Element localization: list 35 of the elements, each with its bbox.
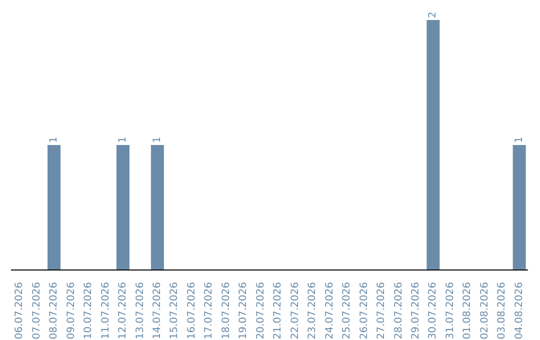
x-tick-label: 18.07.2026 <box>220 282 232 340</box>
x-tick-label: 12.07.2026 <box>118 282 129 340</box>
x-tick-label: 09.07.2026 <box>66 282 77 340</box>
x-tick-label: 14.07.2026 <box>152 282 163 340</box>
x-tick-label: 07.07.2026 <box>31 282 42 340</box>
x-tick-label: 15.07.2026 <box>169 282 180 340</box>
x-tick-label: 08.07.2026 <box>48 282 60 340</box>
x-tick-label: 25.07.2026 <box>342 282 353 340</box>
x-tick-label: 22.07.2026 <box>290 282 301 340</box>
x-tick-label: 19.07.2026 <box>238 282 250 340</box>
x-tick-label: 28.07.2026 <box>393 282 404 340</box>
x-tick-label: 04.08.2026 <box>514 282 525 340</box>
x-tick-label: 02.08.2026 <box>479 282 490 340</box>
x-tick-label: 17.07.2026 <box>204 282 215 340</box>
x-tick-label: 16.07.2026 <box>186 282 198 340</box>
x-tick-label: 01.08.2026 <box>462 282 474 340</box>
x-tick-label: 26.07.2026 <box>358 282 370 340</box>
x-tick-label: 30.07.2026 <box>428 282 439 340</box>
x-tick-label: 13.07.2026 <box>134 282 146 340</box>
x-tick-label: 24.07.2026 <box>324 282 336 340</box>
x-tick-label: 20.07.2026 <box>255 282 266 340</box>
x-tick-label: 03.08.2026 <box>496 282 508 340</box>
data-label: 2 <box>428 12 439 18</box>
data-label: 1 <box>514 136 525 143</box>
x-tick-label: 11.07.2026 <box>100 282 112 340</box>
x-tick-label: 27.07.2026 <box>376 282 388 340</box>
x-tick-label: 06.07.2026 <box>14 282 26 340</box>
x-tick-label: 10.07.2026 <box>83 282 94 340</box>
x-tick-label: 23.07.2026 <box>307 282 318 340</box>
data-label: 1 <box>48 136 60 143</box>
data-label: 1 <box>152 136 163 143</box>
x-tick-label: 29.07.2026 <box>410 282 422 340</box>
x-tick-label: 31.07.2026 <box>444 282 456 340</box>
x-tick-label: 21.07.2026 <box>272 282 284 340</box>
data-label: 1 <box>117 136 128 143</box>
